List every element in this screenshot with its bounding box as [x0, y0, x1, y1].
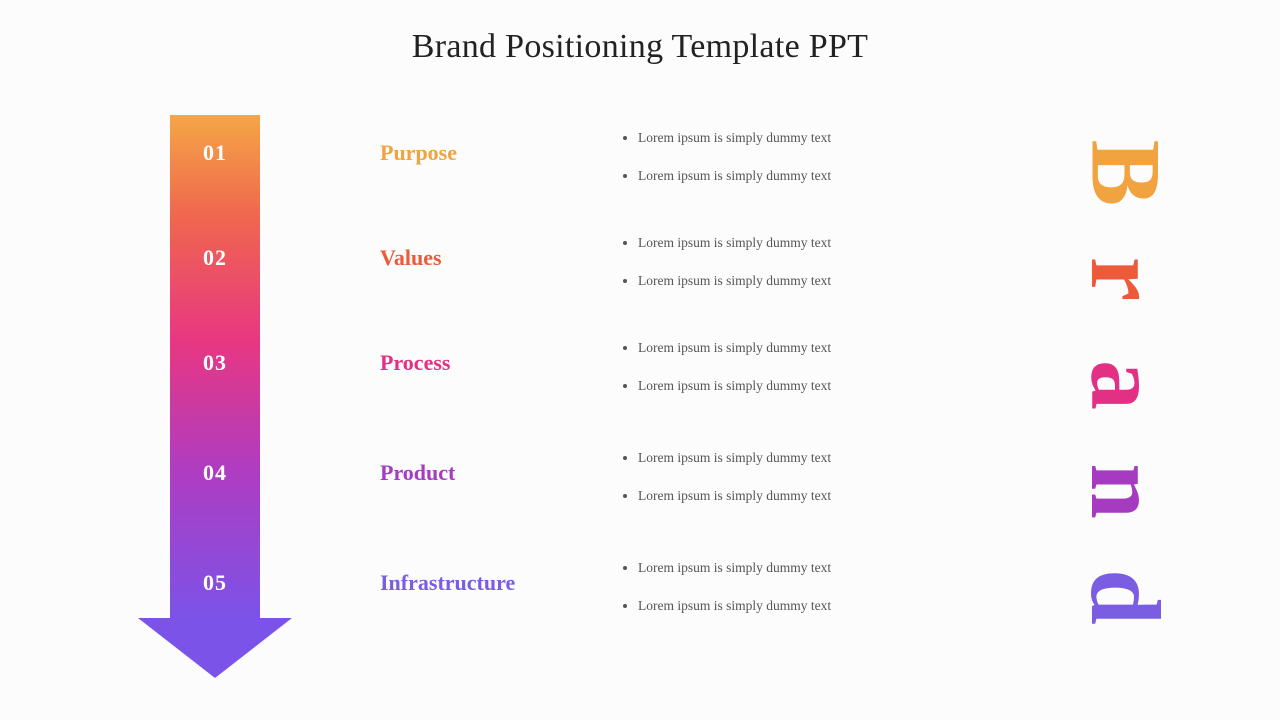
- bullets-product: Lorem ipsum is simply dummy text Lorem i…: [620, 450, 920, 504]
- bullet-item: Lorem ipsum is simply dummy text: [638, 130, 920, 146]
- bullet-item: Lorem ipsum is simply dummy text: [638, 560, 920, 576]
- brand-letter-r: r: [1067, 257, 1173, 301]
- arrow-head-icon: [138, 618, 292, 678]
- bullets-infrastructure: Lorem ipsum is simply dummy text Lorem i…: [620, 560, 920, 614]
- step-label-values: Values: [380, 245, 600, 271]
- bullet-item: Lorem ipsum is simply dummy text: [638, 273, 920, 289]
- bullet-item: Lorem ipsum is simply dummy text: [638, 168, 920, 184]
- step-number-5: 05: [170, 570, 260, 596]
- bullets-values: Lorem ipsum is simply dummy text Lorem i…: [620, 235, 920, 289]
- bullets-purpose: Lorem ipsum is simply dummy text Lorem i…: [620, 130, 920, 184]
- brand-vertical-word: B r a n d: [1060, 120, 1180, 670]
- bullet-item: Lorem ipsum is simply dummy text: [638, 378, 920, 394]
- brand-letter-d: d: [1067, 569, 1173, 625]
- bullets-process: Lorem ipsum is simply dummy text Lorem i…: [620, 340, 920, 394]
- slide: Brand Positioning Template PPT 01 02 03 …: [0, 0, 1280, 720]
- step-label-process: Process: [380, 350, 600, 376]
- bullet-item: Lorem ipsum is simply dummy text: [638, 235, 920, 251]
- bullet-item: Lorem ipsum is simply dummy text: [638, 598, 920, 614]
- step-number-2: 02: [170, 245, 260, 271]
- brand-letter-b: B: [1067, 140, 1173, 207]
- bullet-item: Lorem ipsum is simply dummy text: [638, 340, 920, 356]
- step-number-3: 03: [170, 350, 260, 376]
- gradient-arrow: 01 02 03 04 05: [170, 115, 260, 685]
- step-label-product: Product: [380, 460, 600, 486]
- step-number-4: 04: [170, 460, 260, 486]
- page-title: Brand Positioning Template PPT: [0, 28, 1280, 66]
- step-label-purpose: Purpose: [380, 140, 600, 166]
- step-label-infrastructure: Infrastructure: [380, 570, 600, 596]
- bullet-item: Lorem ipsum is simply dummy text: [638, 450, 920, 466]
- brand-letter-a: a: [1067, 360, 1173, 410]
- brand-letter-n: n: [1067, 463, 1173, 519]
- step-number-1: 01: [170, 140, 260, 166]
- bullet-item: Lorem ipsum is simply dummy text: [638, 488, 920, 504]
